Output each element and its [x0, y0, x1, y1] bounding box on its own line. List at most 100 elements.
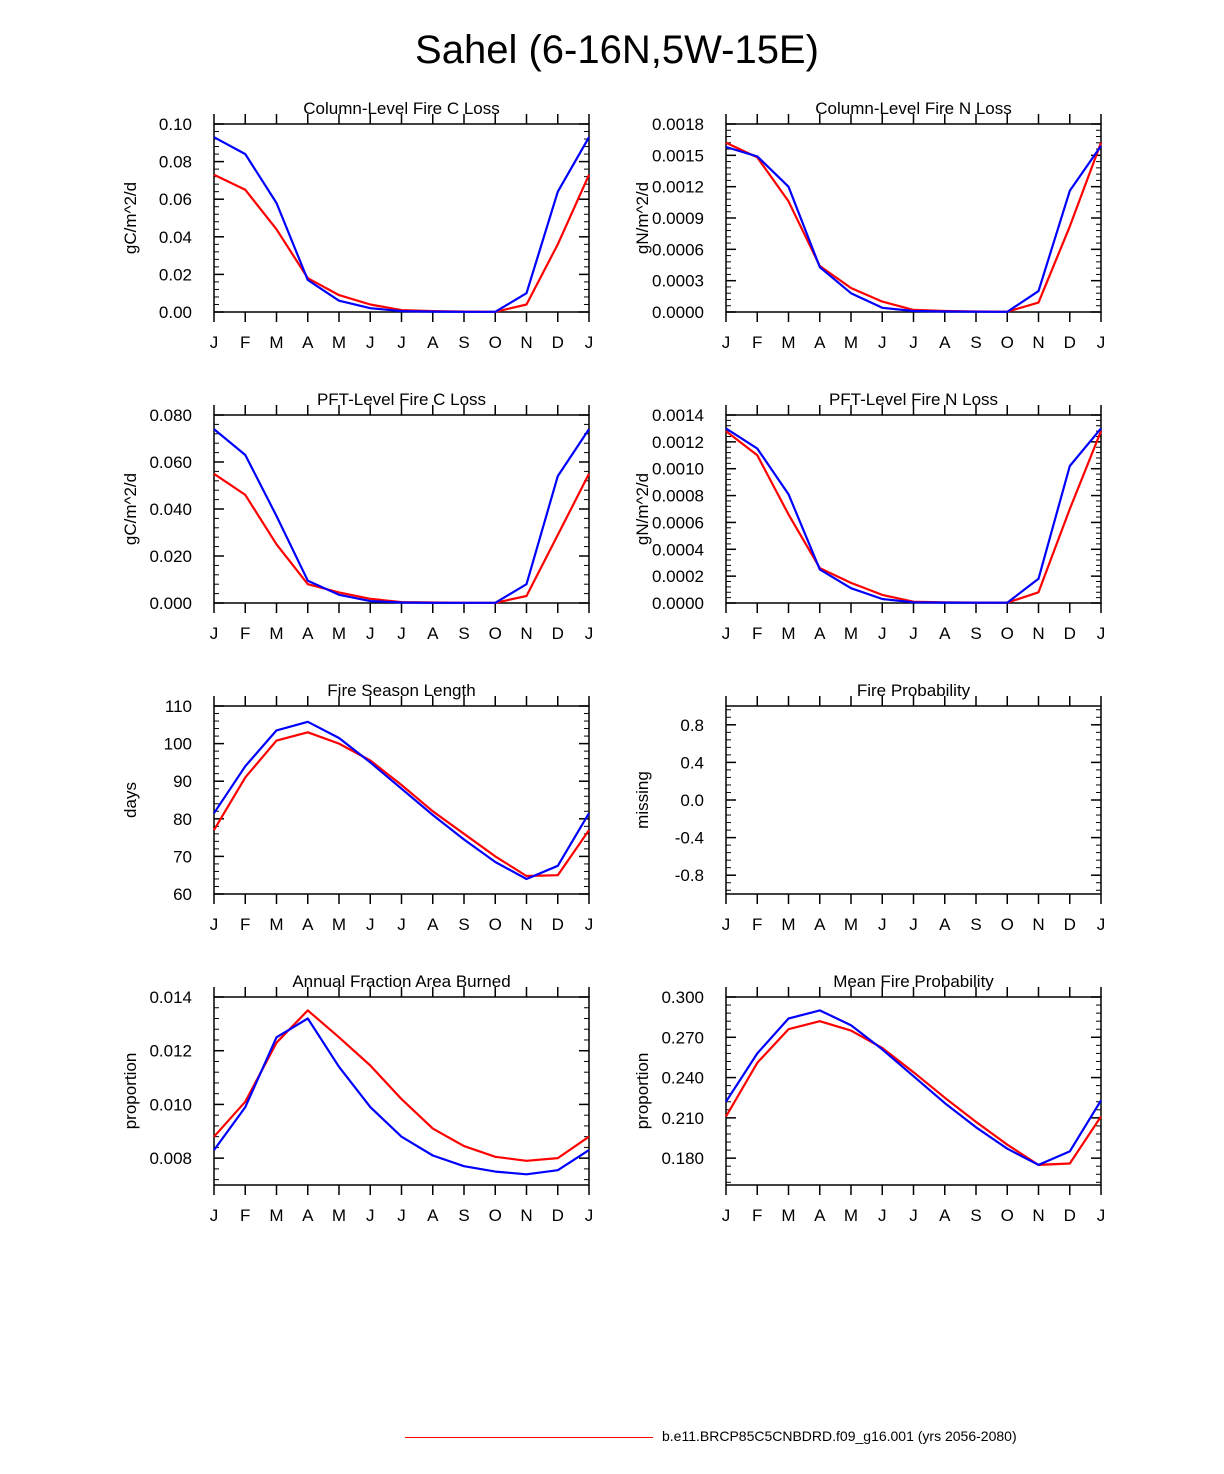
- x-tick-label: M: [844, 915, 858, 934]
- x-tick-label: J: [397, 624, 406, 643]
- x-tick-label: O: [1001, 1206, 1014, 1225]
- y-tick-label: 0.300: [661, 988, 704, 1007]
- x-tick-label: M: [781, 915, 795, 934]
- x-tick-label: J: [909, 624, 918, 643]
- x-tick-label: A: [814, 333, 826, 352]
- y-tick-label: 90: [173, 772, 192, 791]
- series-line-blue: [213, 720, 590, 881]
- x-tick-label: A: [814, 915, 826, 934]
- y-tick-label: 0.0008: [652, 487, 704, 506]
- y-tick-label: 0.020: [149, 547, 192, 566]
- x-tick-label: N: [1032, 915, 1044, 934]
- x-tick-label: J: [722, 333, 731, 352]
- x-tick-label: S: [458, 624, 469, 643]
- x-tick-label: M: [332, 624, 346, 643]
- x-tick-label: F: [240, 915, 250, 934]
- y-tick-label: 0.8: [680, 716, 704, 735]
- x-tick-label: D: [552, 624, 564, 643]
- x-tick-label: J: [878, 624, 887, 643]
- y-tick-label: 0.0015: [652, 146, 704, 165]
- x-tick-label: N: [520, 624, 532, 643]
- x-tick-label: J: [909, 1206, 918, 1225]
- x-tick-label: N: [520, 915, 532, 934]
- series-line-red: [725, 141, 1103, 313]
- y-tick-label: 0.060: [149, 453, 192, 472]
- y-tick-label: 0.0010: [652, 460, 704, 479]
- chart-title: Column-Level Fire C Loss: [303, 99, 500, 118]
- series-line-red: [213, 173, 591, 313]
- x-tick-label: J: [722, 1206, 731, 1225]
- x-tick-label: N: [1032, 624, 1044, 643]
- chart-annual-fraction-area-burned: Annual Fraction Area Burned proportion 0.0…: [121, 972, 593, 1225]
- y-tick-label: 0.210: [661, 1109, 704, 1128]
- x-tick-label: J: [366, 915, 375, 934]
- y-tick-label: 0.000: [149, 594, 192, 613]
- plot-frame: [213, 414, 590, 604]
- x-tick-label: J: [585, 333, 594, 352]
- y-tick-label: -0.4: [675, 829, 704, 848]
- x-tick-label: D: [1064, 333, 1076, 352]
- x-tick-label: D: [1064, 624, 1076, 643]
- y-tick-label: 0.4: [680, 753, 704, 772]
- x-tick-label: J: [397, 915, 406, 934]
- x-tick-label: A: [302, 915, 314, 934]
- x-tick-label: M: [269, 1206, 283, 1225]
- x-tick-label: J: [1097, 1206, 1106, 1225]
- x-tick-label: N: [520, 1206, 532, 1225]
- x-tick-label: A: [302, 333, 314, 352]
- y-tick-label: 80: [173, 810, 192, 829]
- y-tick-label: 0.04: [159, 228, 192, 247]
- x-tick-label: J: [366, 624, 375, 643]
- y-tick-label: 0.0004: [652, 540, 704, 559]
- x-tick-label: S: [970, 915, 981, 934]
- x-tick-label: N: [1032, 1206, 1044, 1225]
- y-tick-label: -0.8: [675, 866, 704, 885]
- x-tick-label: F: [752, 1206, 762, 1225]
- x-tick-label: O: [1001, 333, 1014, 352]
- y-tick-label: 0.0003: [652, 272, 704, 291]
- y-tick-label: 0.06: [159, 190, 192, 209]
- x-tick-label: F: [752, 333, 762, 352]
- x-tick-label: O: [489, 333, 502, 352]
- y-tick-label: 100: [164, 735, 192, 754]
- y-axis-label: proportion: [633, 1053, 652, 1130]
- x-tick-label: J: [878, 915, 887, 934]
- x-tick-label: D: [552, 915, 564, 934]
- x-tick-label: M: [781, 624, 795, 643]
- x-tick-label: J: [722, 915, 731, 934]
- x-tick-label: M: [332, 915, 346, 934]
- series-line-red: [213, 1009, 590, 1162]
- x-tick-label: A: [814, 624, 826, 643]
- y-axis-label: days: [121, 782, 140, 818]
- x-tick-label: A: [814, 1206, 826, 1225]
- y-tick-label: 110: [165, 697, 192, 716]
- figure-title: Sahel (6-16N,5W-15E): [415, 28, 819, 72]
- y-tick-label: 0.0: [680, 791, 704, 810]
- y-axis-label: missing: [633, 771, 652, 829]
- x-tick-label: S: [970, 1206, 981, 1225]
- y-tick-label: 0.0006: [652, 240, 704, 259]
- plot-frame: [725, 705, 1102, 895]
- y-tick-label: 0.0000: [652, 594, 704, 613]
- y-tick-label: 0.0009: [652, 209, 704, 228]
- y-tick-label: 0.080: [149, 406, 192, 425]
- x-tick-label: D: [552, 333, 564, 352]
- chart-fire-probability: Fire Probability missing -0.8 -0.4 0.0 0.4 0.8…: [633, 681, 1105, 934]
- x-tick-label: O: [489, 915, 502, 934]
- x-tick-label: D: [552, 1206, 564, 1225]
- chart-title: Fire Season Length: [327, 681, 475, 700]
- y-tick-label: 0.10: [159, 115, 192, 134]
- y-tick-label: 0.0012: [652, 433, 704, 452]
- x-tick-label: J: [1097, 333, 1106, 352]
- plot-frame: [213, 705, 590, 895]
- y-tick-label: 0.00: [159, 303, 192, 322]
- plot-frame: [213, 123, 590, 313]
- x-tick-label: M: [844, 624, 858, 643]
- series-line-blue: [213, 428, 590, 604]
- x-tick-label: A: [939, 624, 951, 643]
- legend-line-swatch: [405, 1437, 653, 1438]
- y-tick-label: 0.0014: [652, 406, 704, 425]
- y-tick-label: 0.014: [149, 988, 192, 1007]
- chart-title: PFT-Level Fire N Loss: [829, 390, 998, 409]
- x-tick-label: M: [332, 333, 346, 352]
